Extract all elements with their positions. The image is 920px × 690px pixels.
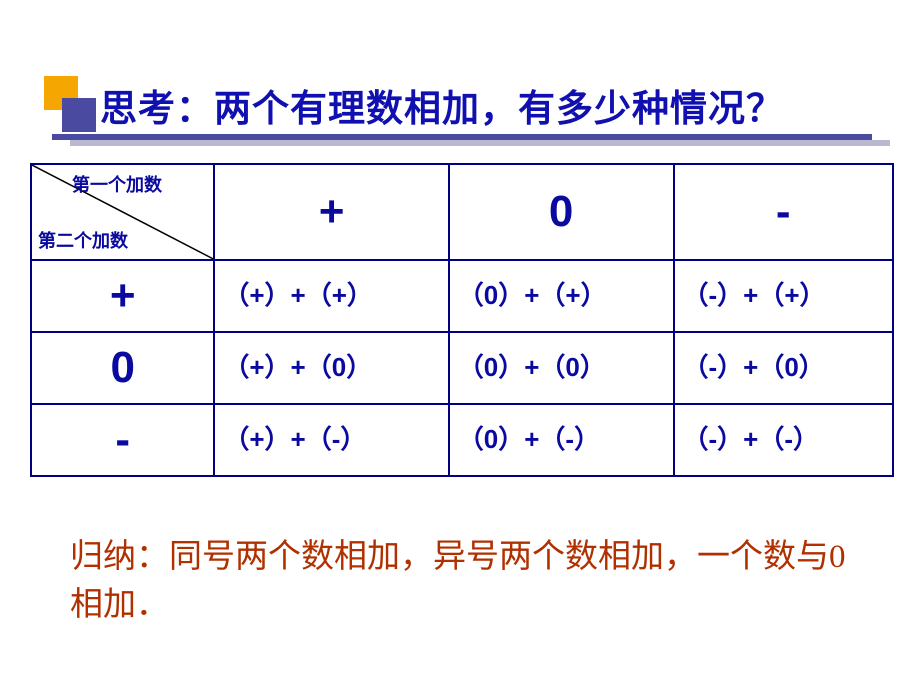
cell-r0c2: （-）+（+） — [674, 260, 894, 332]
table-header-row: 第一个加数 第二个加数 + 0 - — [31, 164, 893, 260]
corner-cell: 第一个加数 第二个加数 — [31, 164, 214, 260]
slide: 思考：两个有理数相加，有多少种情况？ 第一个加数 第二个加数 + 0 - + （… — [0, 0, 920, 690]
col-header-zero: 0 — [449, 164, 674, 260]
table-row: - （+）+（-） （0）+（-） （-）+（-） — [31, 404, 893, 476]
square-blue — [62, 98, 96, 132]
cell-r2c0: （+）+（-） — [214, 404, 448, 476]
title-underline — [52, 130, 892, 148]
summary-text: 归纳：同号两个数相加，异号两个数相加，一个数与0相加． — [70, 534, 860, 630]
row-header-plus: + — [31, 260, 214, 332]
table-row: 0 （+）+（0） （0）+（0） （-）+（0） — [31, 332, 893, 404]
slide-title: 思考：两个有理数相加，有多少种情况？ — [100, 78, 784, 132]
col-header-minus: - — [674, 164, 894, 260]
cell-r0c1: （0）+（+） — [449, 260, 674, 332]
corner-top-label: 第一个加数 — [72, 171, 162, 197]
underline-main — [52, 134, 872, 140]
decorative-squares — [44, 68, 104, 128]
col-header-plus: + — [214, 164, 448, 260]
addition-cases-table: 第一个加数 第二个加数 + 0 - + （+）+（+） （0）+（+） （-）+… — [30, 163, 894, 477]
row-header-zero: 0 — [31, 332, 214, 404]
corner-bottom-label: 第二个加数 — [38, 227, 128, 253]
cell-r0c0: （+）+（+） — [214, 260, 448, 332]
cell-r2c2: （-）+（-） — [674, 404, 894, 476]
table-row: + （+）+（+） （0）+（+） （-）+（+） — [31, 260, 893, 332]
cell-r2c1: （0）+（-） — [449, 404, 674, 476]
cell-r1c2: （-）+（0） — [674, 332, 894, 404]
cell-r1c0: （+）+（0） — [214, 332, 448, 404]
cell-r1c1: （0）+（0） — [449, 332, 674, 404]
row-header-minus: - — [31, 404, 214, 476]
underline-shadow — [70, 140, 890, 146]
